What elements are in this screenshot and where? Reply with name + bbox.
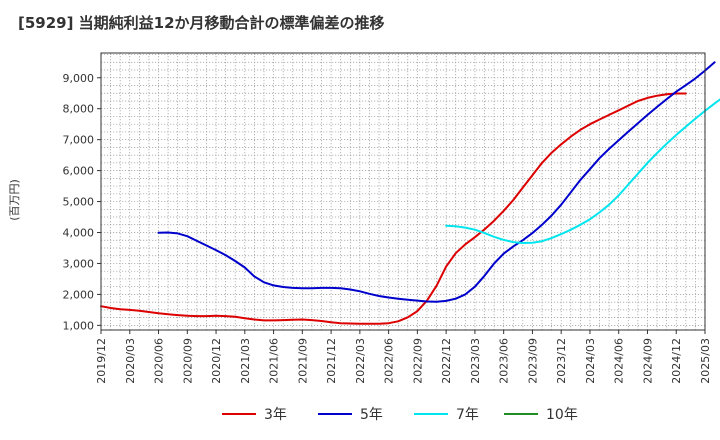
legend-label-5年: 5年	[360, 407, 383, 423]
x-tick-label: 2021/06	[268, 338, 281, 384]
x-tick-label: 2020/09	[181, 338, 194, 384]
x-tick-label: 2025/03	[699, 338, 712, 384]
x-tick-label: 2022/09	[411, 338, 424, 384]
series-group	[100, 61, 720, 325]
legend-label-7年: 7年	[456, 407, 479, 423]
chart-title: [5929] 当期純利益12か月移動合計の標準偏差の推移	[18, 14, 385, 32]
x-tick-label: 2022/12	[440, 338, 453, 384]
y-tick-label: 3,000	[63, 257, 95, 270]
series-line-7年	[445, 98, 720, 244]
y-tick-label: 1,000	[63, 319, 95, 332]
y-axis-label: (百万円)	[8, 179, 21, 221]
y-tick-label: 9,000	[63, 72, 95, 85]
series-line-5年	[157, 61, 716, 303]
x-tick-label: 2024/12	[670, 338, 683, 384]
x-tick-label: 2020/12	[210, 338, 223, 384]
x-tick-label: 2021/03	[239, 338, 252, 384]
plot-frame	[100, 52, 706, 331]
x-tick-label: 2022/06	[383, 338, 396, 384]
y-tick-label: 2,000	[63, 288, 95, 301]
y-tick-label: 4,000	[63, 227, 95, 240]
y-tick-label: 7,000	[63, 134, 95, 147]
x-tick-label: 2023/06	[498, 338, 511, 384]
x-tick-label: 2024/09	[641, 338, 654, 384]
x-tick-label: 2024/03	[584, 338, 597, 384]
y-tick-label: 6,000	[63, 165, 95, 178]
legend-label-10年: 10年	[546, 407, 578, 423]
y-tick-label: 5,000	[63, 196, 95, 209]
grid	[101, 53, 705, 330]
x-tick-label: 2019/12	[95, 338, 108, 384]
y-axis: 1,000 2,000 3,000 4,000 5,000 6,000 7,000 8,000…	[63, 72, 101, 332]
x-tick-label: 2023/03	[469, 338, 482, 384]
x-tick-label: 2022/03	[354, 338, 367, 384]
x-tick-label: 2023/09	[526, 338, 539, 384]
x-tick-label: 2021/09	[296, 338, 309, 384]
x-axis: 2019/12 2020/03 2020/06 2020/09 2020/12 2021/…	[95, 330, 712, 384]
x-tick-label: 2020/03	[124, 338, 137, 384]
x-tick-label: 2023/12	[555, 338, 568, 384]
x-tick-label: 2021/12	[325, 338, 338, 384]
legend-label-3年: 3年	[264, 407, 287, 423]
legend: 3年 5年 7年 10年	[222, 407, 578, 423]
x-tick-label: 2020/06	[153, 338, 166, 384]
series-line-3年	[100, 92, 687, 325]
y-tick-label: 8,000	[63, 103, 95, 116]
x-tick-label: 2024/06	[613, 338, 626, 384]
